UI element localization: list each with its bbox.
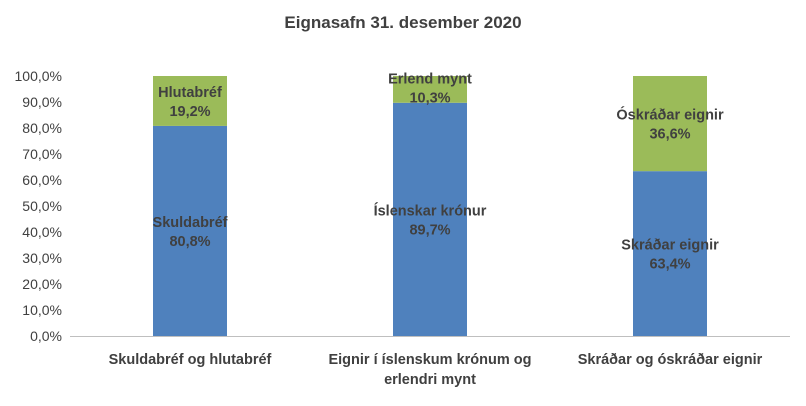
segment-label: Íslenskar krónur — [374, 202, 487, 219]
x-tick-label: Skuldabréf og hlutabréf — [109, 352, 272, 368]
segment-label: Skráðar eignir — [621, 238, 719, 254]
y-tick-label: 30,0% — [22, 250, 62, 266]
x-tick-label: Eignir í íslenskum krónum og — [328, 352, 531, 368]
bar-segment — [153, 76, 227, 126]
segment-value-label: 10,3% — [409, 90, 450, 106]
segment-value-label: 63,4% — [649, 257, 690, 273]
y-tick-label: 20,0% — [22, 276, 62, 292]
bar-segment — [153, 125, 227, 336]
y-tick-label: 70,0% — [22, 146, 62, 162]
y-axis: 0,0% 10,0% 20,0% 30,0% 40,0% 50,0% 60,0% 70,0% 8… — [15, 68, 62, 344]
y-tick-label: 100,0% — [15, 68, 62, 84]
y-tick-label: 80,0% — [22, 120, 62, 136]
y-tick-label: 60,0% — [22, 172, 62, 188]
bar-1: Skuldabréf 80,8% Hlutabréf 19,2% — [153, 76, 228, 336]
y-tick-label: 40,0% — [22, 224, 62, 240]
segment-label: Óskráðar eignir — [616, 106, 724, 124]
segment-label: Erlend mynt — [388, 71, 472, 87]
bar-3: Skráðar eignir 63,4% Óskráðar eignir 36,6% — [616, 76, 724, 336]
x-tick-label: erlendri mynt — [384, 372, 476, 388]
y-tick-label: 10,0% — [22, 302, 62, 318]
segment-value-label: 19,2% — [169, 104, 210, 120]
bar-2: Íslenskar krónur 89,7% Erlend mynt 10,3% — [374, 71, 487, 336]
x-tick-label: Skráðar og óskráðar eignir — [578, 352, 763, 368]
y-tick-label: 0,0% — [30, 328, 62, 344]
segment-value-label: 36,6% — [649, 127, 690, 143]
bars: Skuldabréf 80,8% Hlutabréf 19,2% Íslenskar k… — [153, 71, 724, 336]
y-tick-label: 90,0% — [22, 94, 62, 110]
bar-segment — [393, 102, 467, 336]
bar-segment — [633, 171, 707, 336]
y-tick-label: 50,0% — [22, 198, 62, 214]
bar-segment — [633, 76, 707, 172]
chart-title: Eignasafn 31. desember 2020 — [284, 13, 521, 32]
bar-segment — [393, 76, 467, 103]
x-axis: Skuldabréf og hlutabréf Eignir í íslensku… — [70, 336, 790, 388]
segment-label: Hlutabréf — [158, 85, 222, 101]
segment-value-label: 80,8% — [169, 234, 210, 250]
segment-value-label: 89,7% — [409, 222, 450, 238]
segment-label: Skuldabréf — [153, 215, 228, 231]
